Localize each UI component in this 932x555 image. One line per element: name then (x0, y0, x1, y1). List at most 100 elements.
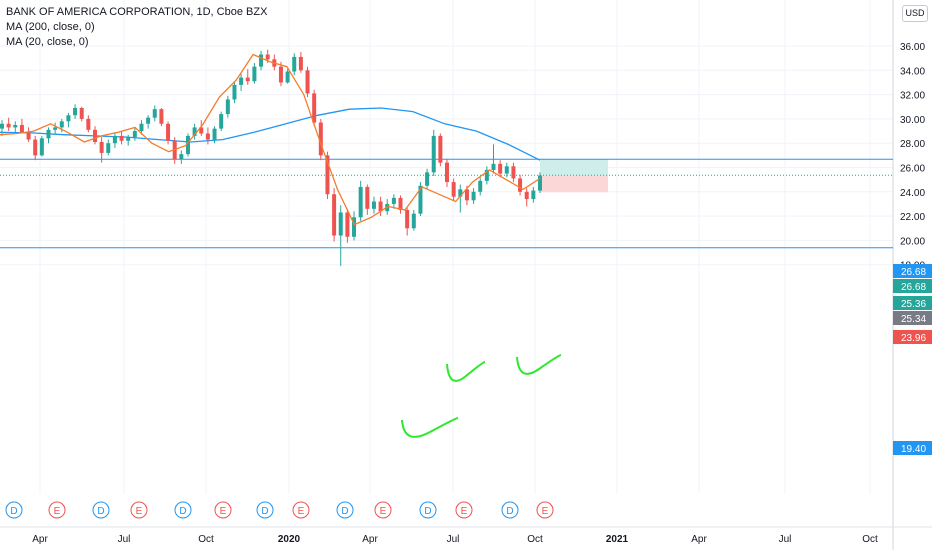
candle (53, 122, 58, 135)
price-label-box (893, 311, 932, 325)
candle-body (538, 175, 542, 191)
candle (132, 127, 137, 141)
marker-circle (48, 501, 66, 519)
dividend-marker[interactable]: D (501, 501, 519, 519)
dividend-marker[interactable]: D (174, 501, 192, 519)
price-label-box (893, 264, 932, 278)
candle-body (511, 166, 516, 179)
candle (73, 104, 78, 119)
candle-body (411, 213, 416, 229)
marker-circle (374, 501, 392, 519)
candle-body (438, 135, 443, 163)
ma200-line (0, 107, 541, 161)
candle (259, 50, 264, 71)
candle (119, 131, 124, 145)
candle-body (405, 210, 410, 229)
candle-body (332, 194, 337, 236)
currency-button[interactable]: USD (902, 5, 928, 22)
dividend-marker[interactable]: D (256, 501, 274, 519)
chart-legend: BANK OF AMERICA CORPORATION, 1D, Cboe BZ… (6, 5, 267, 50)
candle-body (259, 54, 264, 67)
earnings-marker[interactable]: E (130, 501, 148, 519)
dividend-marker[interactable]: D (92, 501, 110, 519)
candle-body (498, 163, 503, 174)
candle-body (185, 135, 190, 155)
candle-body (312, 93, 317, 123)
candle-body (292, 56, 297, 72)
candle (491, 144, 496, 174)
candle (152, 105, 157, 122)
dividend-marker[interactable]: D (419, 501, 437, 519)
candle (524, 188, 529, 207)
dividend-marker[interactable]: D (5, 501, 23, 519)
candle-body (431, 135, 436, 173)
candle-body (146, 117, 151, 124)
candle-body (59, 121, 64, 128)
candle (371, 196, 376, 214)
earnings-marker[interactable]: E (536, 501, 554, 519)
candle-body (79, 107, 84, 119)
candle-body (245, 77, 250, 82)
price-label: 26.68 (901, 267, 926, 278)
candle-body (265, 54, 270, 60)
candle-body (205, 133, 210, 140)
candle (179, 150, 184, 164)
earnings-marker[interactable]: E (374, 501, 392, 519)
marker-circle (214, 501, 232, 519)
annotation-curve (401, 417, 459, 438)
candle (99, 137, 104, 163)
earnings-marker[interactable]: E (292, 501, 310, 519)
candle-body (252, 66, 257, 82)
candle-body (106, 143, 111, 153)
earnings-marker[interactable]: E (214, 501, 232, 519)
candle (219, 111, 224, 132)
candle-body (139, 123, 144, 132)
candle-body (86, 118, 91, 130)
candle-body (484, 169, 489, 181)
candle-body (6, 123, 11, 128)
candle-body (0, 123, 4, 129)
marker-circle (92, 501, 110, 519)
candle (39, 135, 44, 157)
candle-body (99, 141, 104, 153)
price-label-box (893, 279, 932, 293)
marker-label: D (506, 506, 513, 517)
candle-body (325, 155, 330, 195)
candle (6, 117, 11, 132)
earnings-marker[interactable]: E (455, 501, 473, 519)
candle (106, 139, 111, 156)
candle (26, 127, 31, 142)
candle-body (13, 124, 18, 128)
candle (33, 135, 38, 161)
earnings-marker[interactable]: E (48, 501, 66, 519)
annotation-curve (446, 361, 486, 382)
candle (245, 69, 250, 85)
marker-label: E (380, 506, 387, 517)
candle-body (33, 139, 38, 156)
candle-body (345, 212, 350, 237)
ma20-legend[interactable]: MA (20, close, 0) (6, 36, 89, 48)
candle-body (225, 99, 230, 115)
candle (79, 106, 84, 122)
candle-body (46, 129, 51, 139)
candle-body (398, 197, 403, 211)
y-tick-label: 32.00 (900, 91, 925, 102)
marker-circle (419, 501, 437, 519)
dividend-marker[interactable]: D (336, 501, 354, 519)
candle (19, 118, 24, 134)
candle (146, 115, 151, 129)
candle-body (318, 122, 323, 156)
y-tick-label: 28.00 (900, 139, 925, 150)
candle-body (132, 131, 137, 138)
ma200-legend[interactable]: MA (200, close, 0) (6, 21, 95, 33)
candle-body (66, 115, 71, 122)
candle-body (418, 185, 423, 214)
candle (504, 162, 509, 178)
candle-body (531, 190, 536, 200)
candle-body (391, 197, 396, 204)
candle (305, 66, 310, 98)
candle-body (166, 123, 171, 141)
y-tick-label: 34.00 (900, 66, 925, 77)
